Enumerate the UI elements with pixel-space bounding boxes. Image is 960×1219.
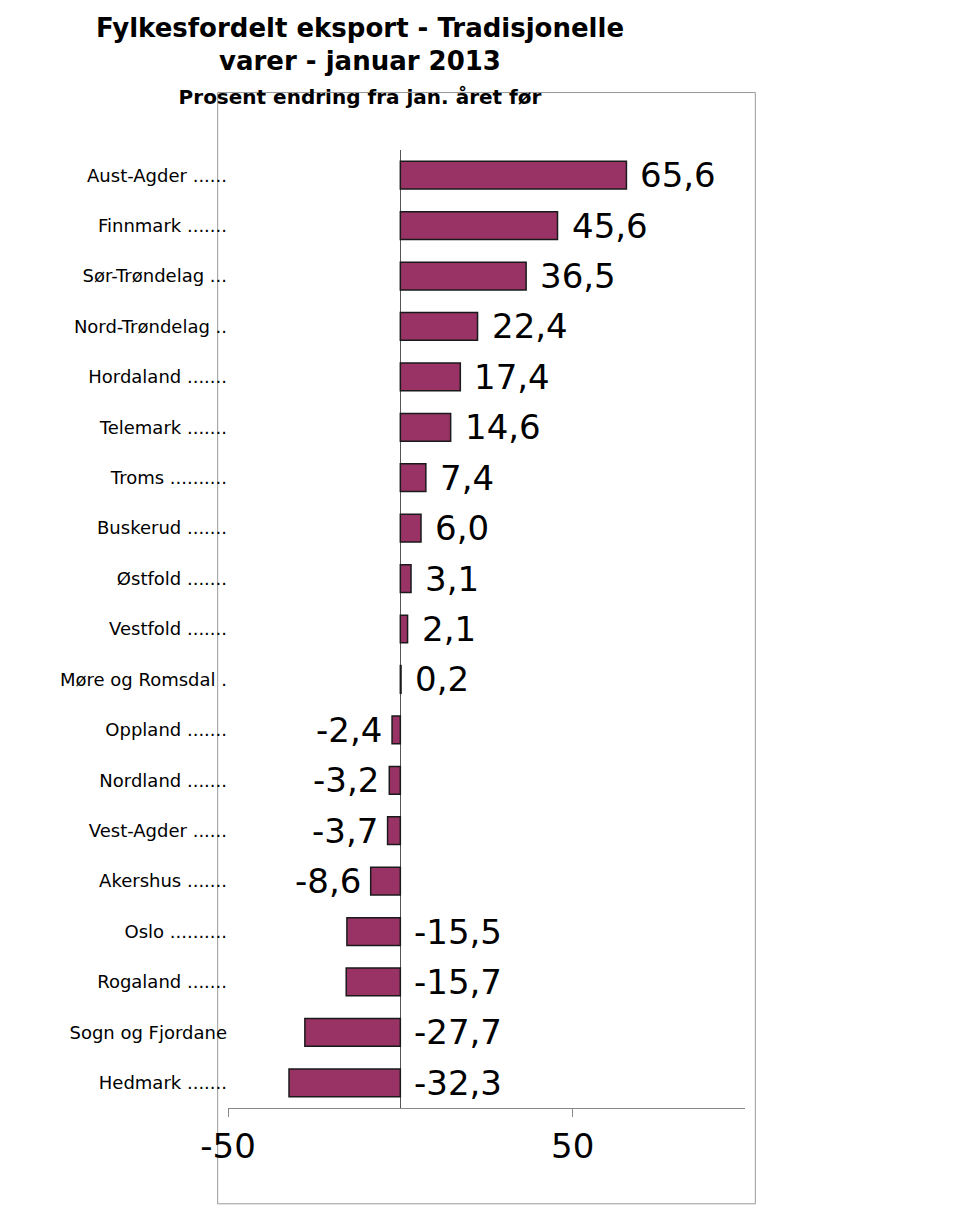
svg-text:Oslo ..........: Oslo .......... (125, 921, 228, 942)
svg-text:Aust-Agder ......: Aust-Agder ...... (87, 165, 227, 186)
svg-text:Sogn og Fjordane: Sogn og Fjordane (69, 1022, 227, 1043)
svg-text:45,6: 45,6 (572, 206, 648, 246)
svg-text:17,4: 17,4 (474, 357, 550, 397)
svg-text:Oppland .......: Oppland ....... (105, 719, 227, 740)
svg-text:-3,2: -3,2 (313, 760, 379, 800)
svg-text:Sør-Trøndelag ...: Sør-Trøndelag ... (82, 265, 227, 286)
svg-text:36,5: 36,5 (540, 256, 616, 296)
svg-text:22,4: 22,4 (492, 306, 568, 346)
svg-text:0,2: 0,2 (415, 659, 469, 699)
svg-text:Vestfold .......: Vestfold ....... (109, 618, 227, 639)
svg-text:Rogaland .......: Rogaland ....... (97, 971, 227, 992)
svg-text:-8,6: -8,6 (295, 861, 361, 901)
svg-text:Hordaland .......: Hordaland ....... (88, 366, 227, 387)
svg-text:-3,7: -3,7 (312, 811, 378, 851)
svg-text:-15,5: -15,5 (414, 912, 502, 952)
svg-text:-27,7: -27,7 (414, 1012, 502, 1052)
svg-text:50: 50 (551, 1126, 594, 1166)
svg-text:-2,4: -2,4 (316, 710, 382, 750)
svg-text:7,4: 7,4 (440, 458, 494, 498)
svg-text:Møre og Romsdal .: Møre og Romsdal . (60, 669, 227, 690)
svg-text:Fylkesfordelt eksport - Tradis: Fylkesfordelt eksport - Tradisjonellevar… (96, 13, 624, 110)
svg-text:2,1: 2,1 (422, 609, 476, 649)
svg-text:Buskerud .......: Buskerud ....... (97, 517, 227, 538)
svg-text:Nord-Trøndelag ..: Nord-Trøndelag .. (74, 316, 227, 337)
svg-text:Østfold .......: Østfold ....... (117, 568, 227, 589)
svg-text:Nordland .......: Nordland ....... (99, 770, 227, 791)
svg-text:Telemark .......: Telemark ....... (99, 417, 227, 438)
svg-text:65,6: 65,6 (640, 155, 716, 195)
svg-text:14,6: 14,6 (465, 407, 541, 447)
svg-text:Hedmark .......: Hedmark ....... (99, 1072, 227, 1093)
svg-text:-32,3: -32,3 (414, 1063, 502, 1103)
svg-text:-15,7: -15,7 (414, 962, 502, 1002)
svg-text:Vest-Agder ......: Vest-Agder ...... (89, 820, 227, 841)
svg-text:Troms ..........: Troms .......... (110, 467, 227, 488)
svg-text:Akershus .......: Akershus ....... (99, 870, 227, 891)
svg-text:Finnmark .......: Finnmark ....... (98, 215, 227, 236)
svg-text:3,1: 3,1 (425, 559, 479, 599)
svg-text:6,0: 6,0 (435, 508, 489, 548)
svg-text:-50: -50 (200, 1126, 256, 1166)
